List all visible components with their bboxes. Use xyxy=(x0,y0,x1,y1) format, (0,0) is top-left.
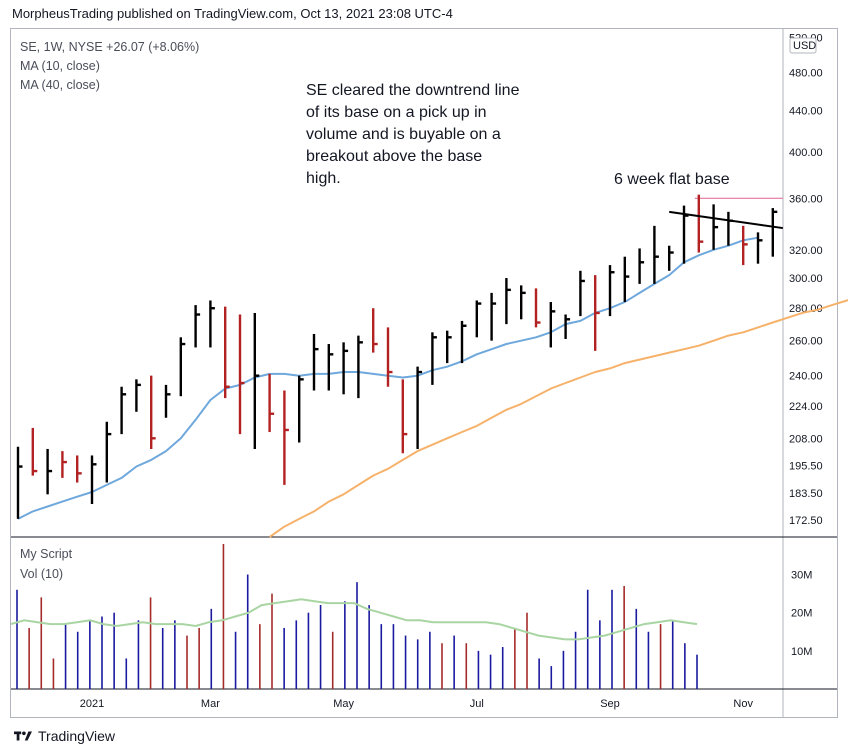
price-tick-label: 208.00 xyxy=(789,433,823,445)
ohlc-bar xyxy=(342,342,349,395)
ohlc-bar xyxy=(401,379,408,454)
ohlc-bar xyxy=(209,300,215,348)
ohlc-bar xyxy=(682,205,689,264)
ohlc-bar xyxy=(742,225,748,266)
ohlc-bar xyxy=(608,265,615,317)
volume-ma-line xyxy=(10,598,698,641)
annotation-note: SE cleared the downtrend line of its bas… xyxy=(306,80,519,190)
ohlc-bar xyxy=(579,270,585,317)
annotation-line: breakout above the base xyxy=(306,148,483,165)
ohlc-bar xyxy=(653,225,659,284)
ohlc-bar xyxy=(372,308,378,353)
ohlc-bar xyxy=(460,320,467,364)
brand-name: TradingView xyxy=(38,728,116,744)
chart-frame xyxy=(10,28,838,718)
price-tick-label: 400.00 xyxy=(789,147,823,159)
ohlc-bar xyxy=(90,455,97,505)
ohlc-bar xyxy=(194,305,201,348)
ohlc-bar xyxy=(223,306,230,399)
downtrend-line xyxy=(669,210,783,230)
tradingview-logo-icon xyxy=(14,731,32,741)
ohlc-bar xyxy=(75,455,82,483)
ohlc-bar xyxy=(61,451,67,478)
ohlc-bar xyxy=(357,335,363,399)
ohlc-bar xyxy=(253,312,260,449)
ohlc-bar xyxy=(756,232,763,264)
ohlc-bar xyxy=(386,327,393,387)
ohlc-bar xyxy=(149,375,156,449)
price-tick-label: 195.50 xyxy=(789,460,823,472)
price-tick-label: 280.00 xyxy=(789,303,823,315)
price-tick-label: 480.00 xyxy=(789,67,823,79)
ohlc-bar xyxy=(31,427,38,476)
time-axis-label: May xyxy=(333,698,354,710)
legend-symbol[interactable]: SE, 1W, NYSE +26.07 (+8.06%) xyxy=(20,40,200,54)
ohlc-bar xyxy=(298,375,304,443)
time-axis-label: Jul xyxy=(470,698,484,710)
ohlc-bar xyxy=(16,446,23,519)
legend-vol[interactable]: Vol (10) xyxy=(20,567,64,581)
annotation-line: volume and is buyable on a xyxy=(306,126,501,143)
time-axis-label: Nov xyxy=(733,698,753,710)
ohlc-bar xyxy=(327,344,334,391)
price-tick-label: 320.00 xyxy=(789,245,823,257)
ohlc-bar xyxy=(283,390,289,485)
published-header: MorpheusTrading published on TradingView… xyxy=(12,6,453,21)
ohlc-bar xyxy=(238,314,245,435)
annotation-line: SE cleared the downtrend line xyxy=(306,82,520,99)
ohlc-bar xyxy=(505,278,511,325)
ohlc-bar xyxy=(416,366,423,449)
ohlc-bar xyxy=(105,421,112,483)
ohlc-bar xyxy=(475,300,482,338)
price-tick-label: 300.00 xyxy=(789,273,823,285)
time-axis-label: 2021 xyxy=(80,698,104,710)
currency-badge xyxy=(789,37,817,54)
annotation-line: high. xyxy=(306,170,341,187)
base-label: 6 week flat base xyxy=(614,171,730,188)
price-tick-label: 172.50 xyxy=(789,515,823,527)
ohlc-bar xyxy=(534,288,541,328)
volume-tick-label: 10M xyxy=(791,646,812,658)
ohlc-bar xyxy=(549,302,556,348)
price-tick-label: 240.00 xyxy=(789,371,823,383)
ohlc-bar xyxy=(727,211,733,246)
ohlc-bar xyxy=(120,386,127,435)
currency-label: USD xyxy=(793,40,816,52)
volume-tick-label: 30M xyxy=(791,570,812,582)
ohlc-bar xyxy=(668,245,674,271)
price-tick-label: 224.00 xyxy=(789,401,823,413)
legend-ma10[interactable]: MA (10, close) xyxy=(20,59,100,73)
ohlc-bar xyxy=(268,373,275,433)
ohlc-bar xyxy=(312,333,319,391)
ohlc-bar xyxy=(164,384,171,418)
time-axis-label: Mar xyxy=(201,698,220,710)
price-tick-label: 183.50 xyxy=(789,488,823,500)
ohlc-bar xyxy=(623,256,630,303)
legend-script[interactable]: My Script xyxy=(20,547,73,561)
ohlc-bar xyxy=(46,448,53,495)
ohlc-bar xyxy=(697,194,704,253)
price-tick-label: 360.00 xyxy=(789,193,823,205)
time-axis-label: Sep xyxy=(600,698,620,710)
legend-ma40[interactable]: MA (40, close) xyxy=(20,78,100,92)
ohlc-bar xyxy=(431,332,437,385)
brand[interactable]: TradingView xyxy=(14,728,115,744)
ohlc-bar xyxy=(490,292,497,341)
price-tick-label: 440.00 xyxy=(789,105,823,117)
ohlc-bar xyxy=(446,330,452,364)
ohlc-bar xyxy=(594,275,600,351)
ohlc-bar xyxy=(564,314,571,339)
ohlc-bar xyxy=(179,337,186,397)
ohlc-bar xyxy=(520,285,526,320)
price-tick-label: 260.00 xyxy=(789,336,823,348)
ma40-line xyxy=(269,299,848,538)
ohlc-bar xyxy=(771,208,778,257)
ohlc-bar xyxy=(712,204,719,250)
annotation-line: of its base on a pick up in xyxy=(306,104,487,121)
volume-tick-label: 20M xyxy=(791,608,812,620)
ohlc-bar xyxy=(638,248,645,284)
ohlc-bar xyxy=(135,379,141,412)
